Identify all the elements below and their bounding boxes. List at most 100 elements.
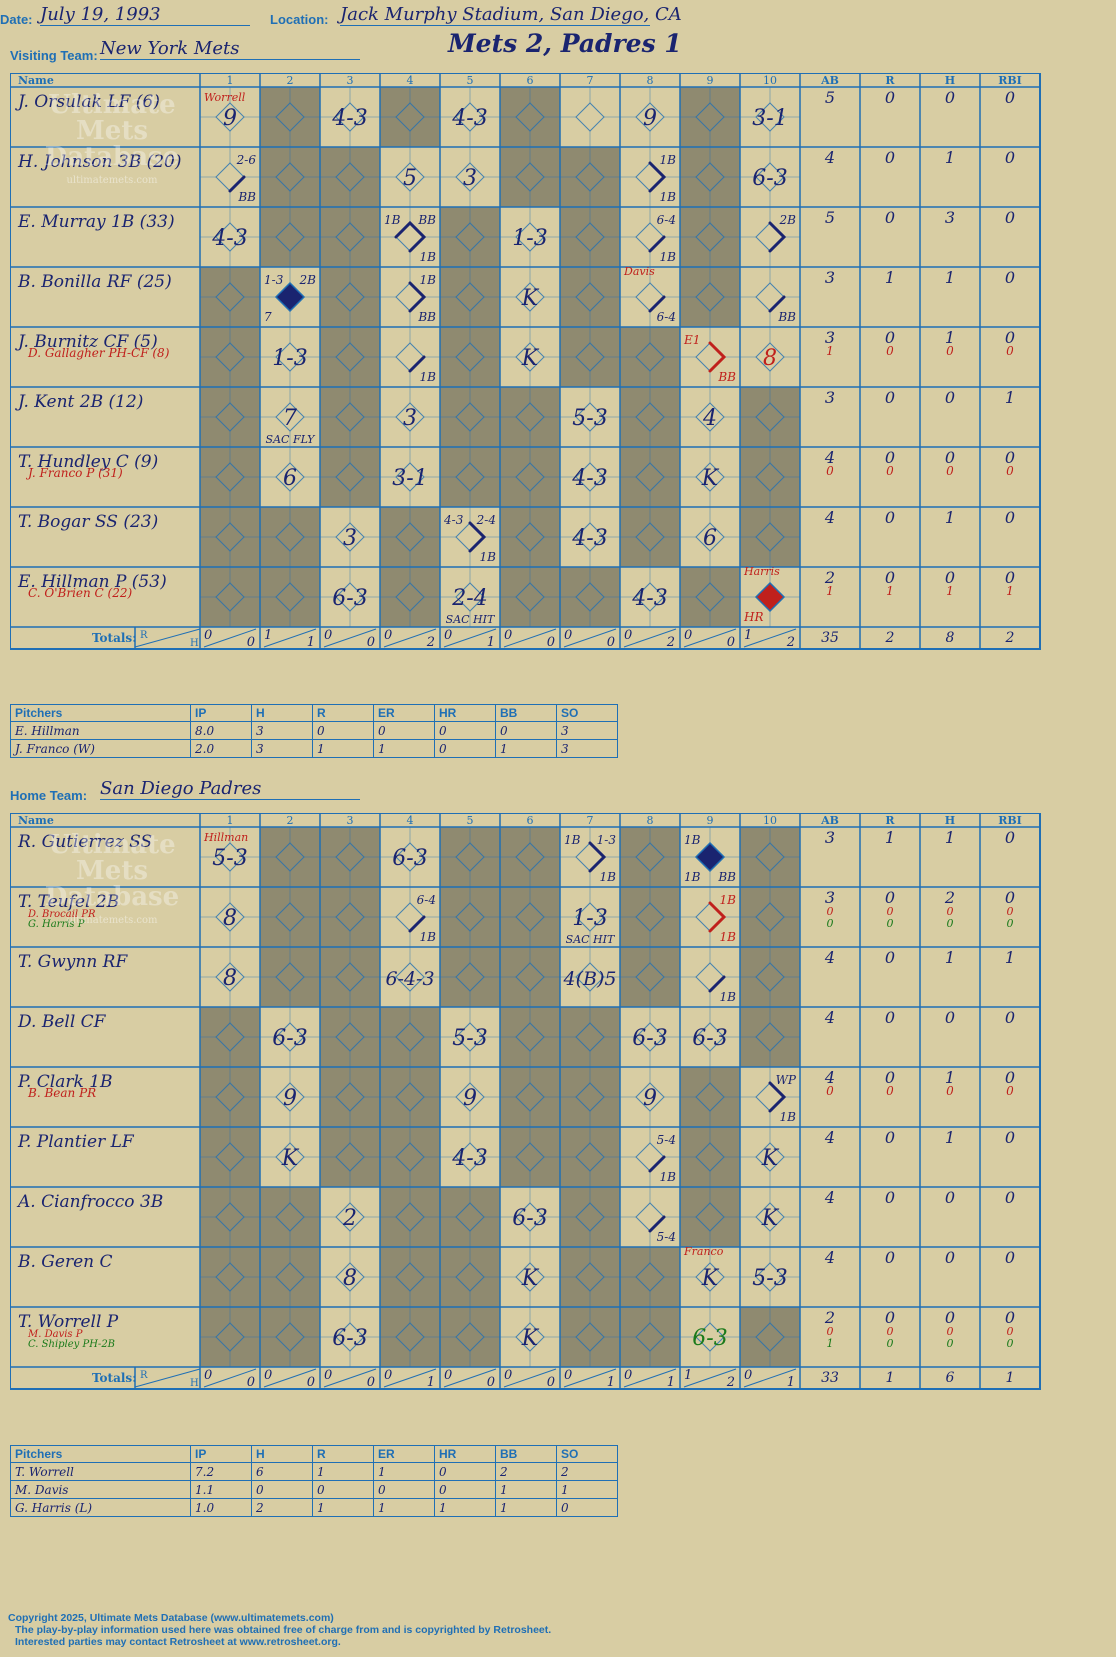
player-stat: 0 [1006, 1084, 1014, 1098]
inning-hits-total: 1 [667, 1375, 675, 1390]
diamond-guide-line [620, 207, 680, 267]
player-stat: 0 [1005, 888, 1015, 907]
pitcher-stat: 3 [556, 721, 618, 740]
inning-runs-total: 0 [504, 628, 512, 643]
play-notation: 4-3 [451, 1146, 487, 1171]
basepath-line [408, 355, 426, 373]
pitching-header: R [312, 1445, 374, 1463]
pitcher-change-tag: Harris [743, 565, 780, 578]
player-stat: 0 [885, 1008, 895, 1027]
pitcher-stat: 1 [373, 739, 435, 758]
pitcher-stat: 7.2 [190, 1462, 252, 1481]
diamond-guide-line [260, 1307, 320, 1367]
inning-runs-total: 0 [324, 628, 332, 643]
diamond-guide-line [500, 887, 560, 947]
player-name: J. Orsulak LF (6) [15, 92, 160, 112]
diamond-guide-line [620, 887, 680, 947]
totals-slash [683, 628, 737, 648]
play-notation-small: 1B [660, 190, 677, 204]
pitcher-stat: 1 [312, 739, 374, 758]
base-diamond [395, 222, 425, 252]
inning-runs-total: 0 [384, 628, 392, 643]
diamond-guide-line [320, 887, 380, 947]
diamond-guide-line [500, 1007, 560, 1067]
diamond-guide-line [620, 327, 680, 387]
stat-total: 33 [821, 1370, 839, 1386]
play-notation: 6-3 [392, 846, 427, 871]
totals-slash [134, 628, 201, 648]
player-stat: 0 [945, 568, 955, 587]
base-diamond [695, 962, 725, 992]
inning-hits-total: 1 [427, 1375, 435, 1390]
player-stat: 0 [1005, 1248, 1015, 1267]
play-notation-small: 1B [660, 250, 677, 264]
footer-line: The play-by-play information used here w… [15, 1624, 552, 1636]
pitcher-change-tag: Davis [623, 265, 655, 278]
play-notation: 3-1 [752, 106, 787, 131]
play-notation: 9 [283, 1086, 297, 1111]
basepath-line [768, 221, 787, 253]
pitcher-change-tag: Hillman [203, 831, 248, 844]
player-stat: 0 [827, 905, 834, 918]
diamond-guide-line [560, 147, 620, 207]
player-stat: 0 [887, 917, 894, 930]
player-stat: 0 [1007, 917, 1014, 930]
pitcher-stat: 2 [556, 1462, 618, 1481]
diamond-guide-line [200, 1187, 260, 1247]
basepath-line [708, 341, 727, 373]
diamond-guide-line [740, 87, 800, 147]
player-stat: 3 [825, 268, 835, 287]
diamond-guide-line [200, 387, 260, 447]
player-stat: 1 [945, 328, 955, 347]
play-notation: 6-3 [692, 1326, 727, 1351]
player-stat: 0 [887, 1337, 894, 1350]
diamond-guide-line [500, 207, 560, 267]
diamond-guide-line [440, 327, 500, 387]
basepath-line [408, 915, 426, 933]
play-notation: K [521, 286, 540, 311]
inning-header: 7 [587, 74, 594, 87]
player-name: M. Davis P [27, 1329, 83, 1340]
player-stat: 0 [1005, 148, 1015, 167]
diamond-guide-line [260, 207, 320, 267]
basepath-line [648, 235, 666, 253]
player-stat: 0 [885, 88, 895, 107]
player-stat: 0 [885, 148, 895, 167]
watermark-text: Ultimate [48, 90, 175, 120]
footer-line: Copyright 2025, Ultimate Mets Database (… [8, 1612, 334, 1624]
diamond-guide-line [260, 947, 320, 1007]
play-notation: 4-3 [571, 466, 607, 491]
home-team-name: San Diego Padres [100, 778, 360, 800]
player-stat: 1 [885, 268, 895, 287]
player-stat: 0 [1005, 208, 1015, 227]
diamond-guide-line [560, 1307, 620, 1367]
diamond-guide-line [200, 887, 260, 947]
diamond-guide-line [380, 1067, 440, 1127]
player-name: D. Brocail PR [27, 909, 96, 920]
diamond-guide-line [560, 507, 620, 567]
diamond-guide-line [260, 567, 320, 627]
player-stat: 0 [1006, 464, 1014, 478]
stat-header: RBI [998, 74, 1022, 87]
diamond-guide-line [200, 1307, 260, 1367]
totals-slash [503, 1368, 557, 1388]
player-stat: 2 [824, 568, 835, 587]
diamond-guide-line [320, 1187, 380, 1247]
base-diamond [755, 282, 785, 312]
base-diamond [395, 342, 425, 372]
diamond-guide-line [200, 447, 260, 507]
diamond-guide-line [320, 1127, 380, 1187]
diamond-guide-line [260, 827, 320, 887]
diamond-guide-line [740, 887, 800, 947]
inning-header: 9 [707, 814, 714, 827]
diamond-guide-line [260, 327, 320, 387]
inning-hits-total: 1 [307, 635, 315, 650]
watermark-url: ultimatemets.com [66, 915, 158, 926]
play-notation: 1-3 [512, 226, 547, 251]
totals-slash [203, 1368, 257, 1388]
play-notation-small: 2-6 [236, 153, 257, 167]
diamond-guide-line [440, 1067, 500, 1127]
diamond-guide-line [740, 207, 800, 267]
play-notation-small: 1B [600, 870, 617, 884]
player-stat: 1 [946, 584, 954, 598]
